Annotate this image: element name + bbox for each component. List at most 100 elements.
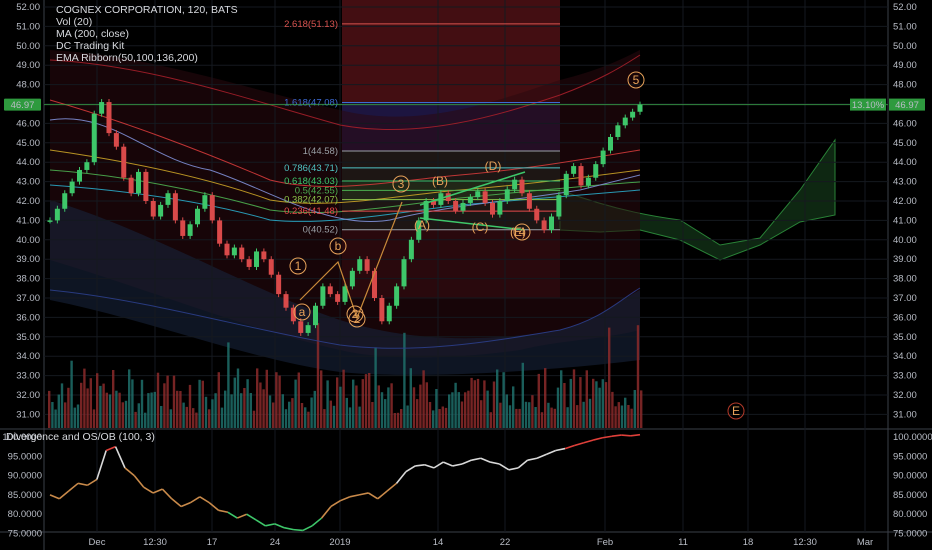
wave-labels: 1 2 3 4 5 a b 2 (A) (B) (C) (D) (E) E [289,71,745,420]
wave-label: 2 [354,312,361,326]
price-tick-right: 49.00 [893,60,917,71]
volume-bar [176,390,179,428]
candle-body [408,239,414,260]
volume-bar [300,403,304,428]
wave-label: 4 [519,225,526,239]
time-tick: 12:30 [793,537,817,548]
volume-bar [227,342,230,428]
last-price-badge-left [4,98,41,111]
last-price-right: 46.97 [895,100,919,111]
candle-body [541,220,547,231]
time-tick: 24 [270,537,281,548]
volume-bar [579,377,582,428]
indicator-dc-kit[interactable]: DC Trading Kit [56,40,125,52]
price-series [47,99,643,336]
osc-segment [415,463,425,467]
fib-label: 0.5(42.55) [295,185,338,196]
volume-bar [192,408,195,428]
osc-segment [180,501,191,508]
indicator-volume[interactable]: Vol (20) [56,16,93,28]
volume-bar [291,398,294,428]
osc-segment [143,486,154,494]
volume-bar [128,369,131,428]
osc-segment [489,461,500,465]
osc-segment [621,434,631,437]
volume-bar [508,405,512,428]
volume-bars [48,323,643,428]
volume-bar [432,410,435,428]
volume-bar [320,370,323,428]
price-tick-right: 46.00 [893,118,917,129]
volume-bar [569,378,572,428]
volume-bar [464,392,467,428]
candle-body [276,274,282,295]
volume-bar [374,347,377,428]
volume-bar [601,379,604,428]
percent-badge-text: 13.10% [852,100,885,111]
osc-segment [527,457,538,461]
volume-bar [281,394,284,428]
ribbon-line [49,118,641,222]
volume-bar [96,373,99,428]
candle-body [195,208,200,225]
ribbon-line [49,149,641,204]
candle-body [549,216,554,231]
volume-bar [246,379,249,428]
osc-segment [602,435,613,439]
price-tick-right: 42.00 [893,196,917,207]
candle-body [504,189,510,201]
price-tick-right: 37.00 [893,293,917,304]
price-tick-right: 35.00 [893,332,917,343]
volume-bar [64,402,67,428]
candle-body [121,146,127,178]
indicator-ma[interactable]: MA (200, close) [56,28,129,40]
volume-bar [102,383,105,428]
candle-body [62,193,68,209]
volume-bar [156,372,160,428]
time-tick: 18 [743,537,754,548]
candle-body [578,166,584,186]
volume-bar [364,374,368,428]
osc-segment [433,461,444,469]
volume-bar [76,404,80,428]
price-tick-right: 43.00 [893,177,917,188]
volume-bar [112,370,115,428]
candle-body [283,294,289,308]
osc-segment [405,465,416,473]
candle-body [497,201,503,215]
time-tick: 11 [678,537,688,548]
volume-bar [339,386,342,428]
osc-segment [555,447,566,452]
volume-bar [137,403,140,428]
volume-bar [572,369,576,428]
price-tick-left: 52.00 [16,2,40,13]
candle-body [327,286,333,295]
indicator-ema-ribbon[interactable]: EMA Ribborn(50,100,136,200) [56,52,198,64]
osc-tick-left: 75.0000 [8,529,42,540]
osc-segment [536,453,547,459]
candle-body [69,181,75,194]
volume-bar [457,392,460,428]
osc-segment [114,446,126,469]
volume-bar [48,390,51,428]
osc-segment [564,444,575,450]
volume-bar [499,402,502,428]
osc-segment [302,525,313,532]
candle-body [512,179,518,190]
volume-bar [73,407,76,428]
wave-label: 2 [352,307,359,321]
candle-body [335,294,341,302]
volume-bar [585,370,588,428]
volume-bar [620,405,624,428]
price-tick-left: 46.00 [16,118,40,129]
volume-bar [252,410,256,428]
candle-body [475,191,481,198]
volume-bar [624,397,627,428]
oscillator-title: Divergence and OS/OB (100, 3) [6,431,155,443]
price-tick-left: 48.00 [16,80,40,91]
osc-segment [330,500,341,508]
osc-segment [246,513,257,521]
volume-bar [198,379,201,428]
time-tick: 2019 [329,537,350,548]
